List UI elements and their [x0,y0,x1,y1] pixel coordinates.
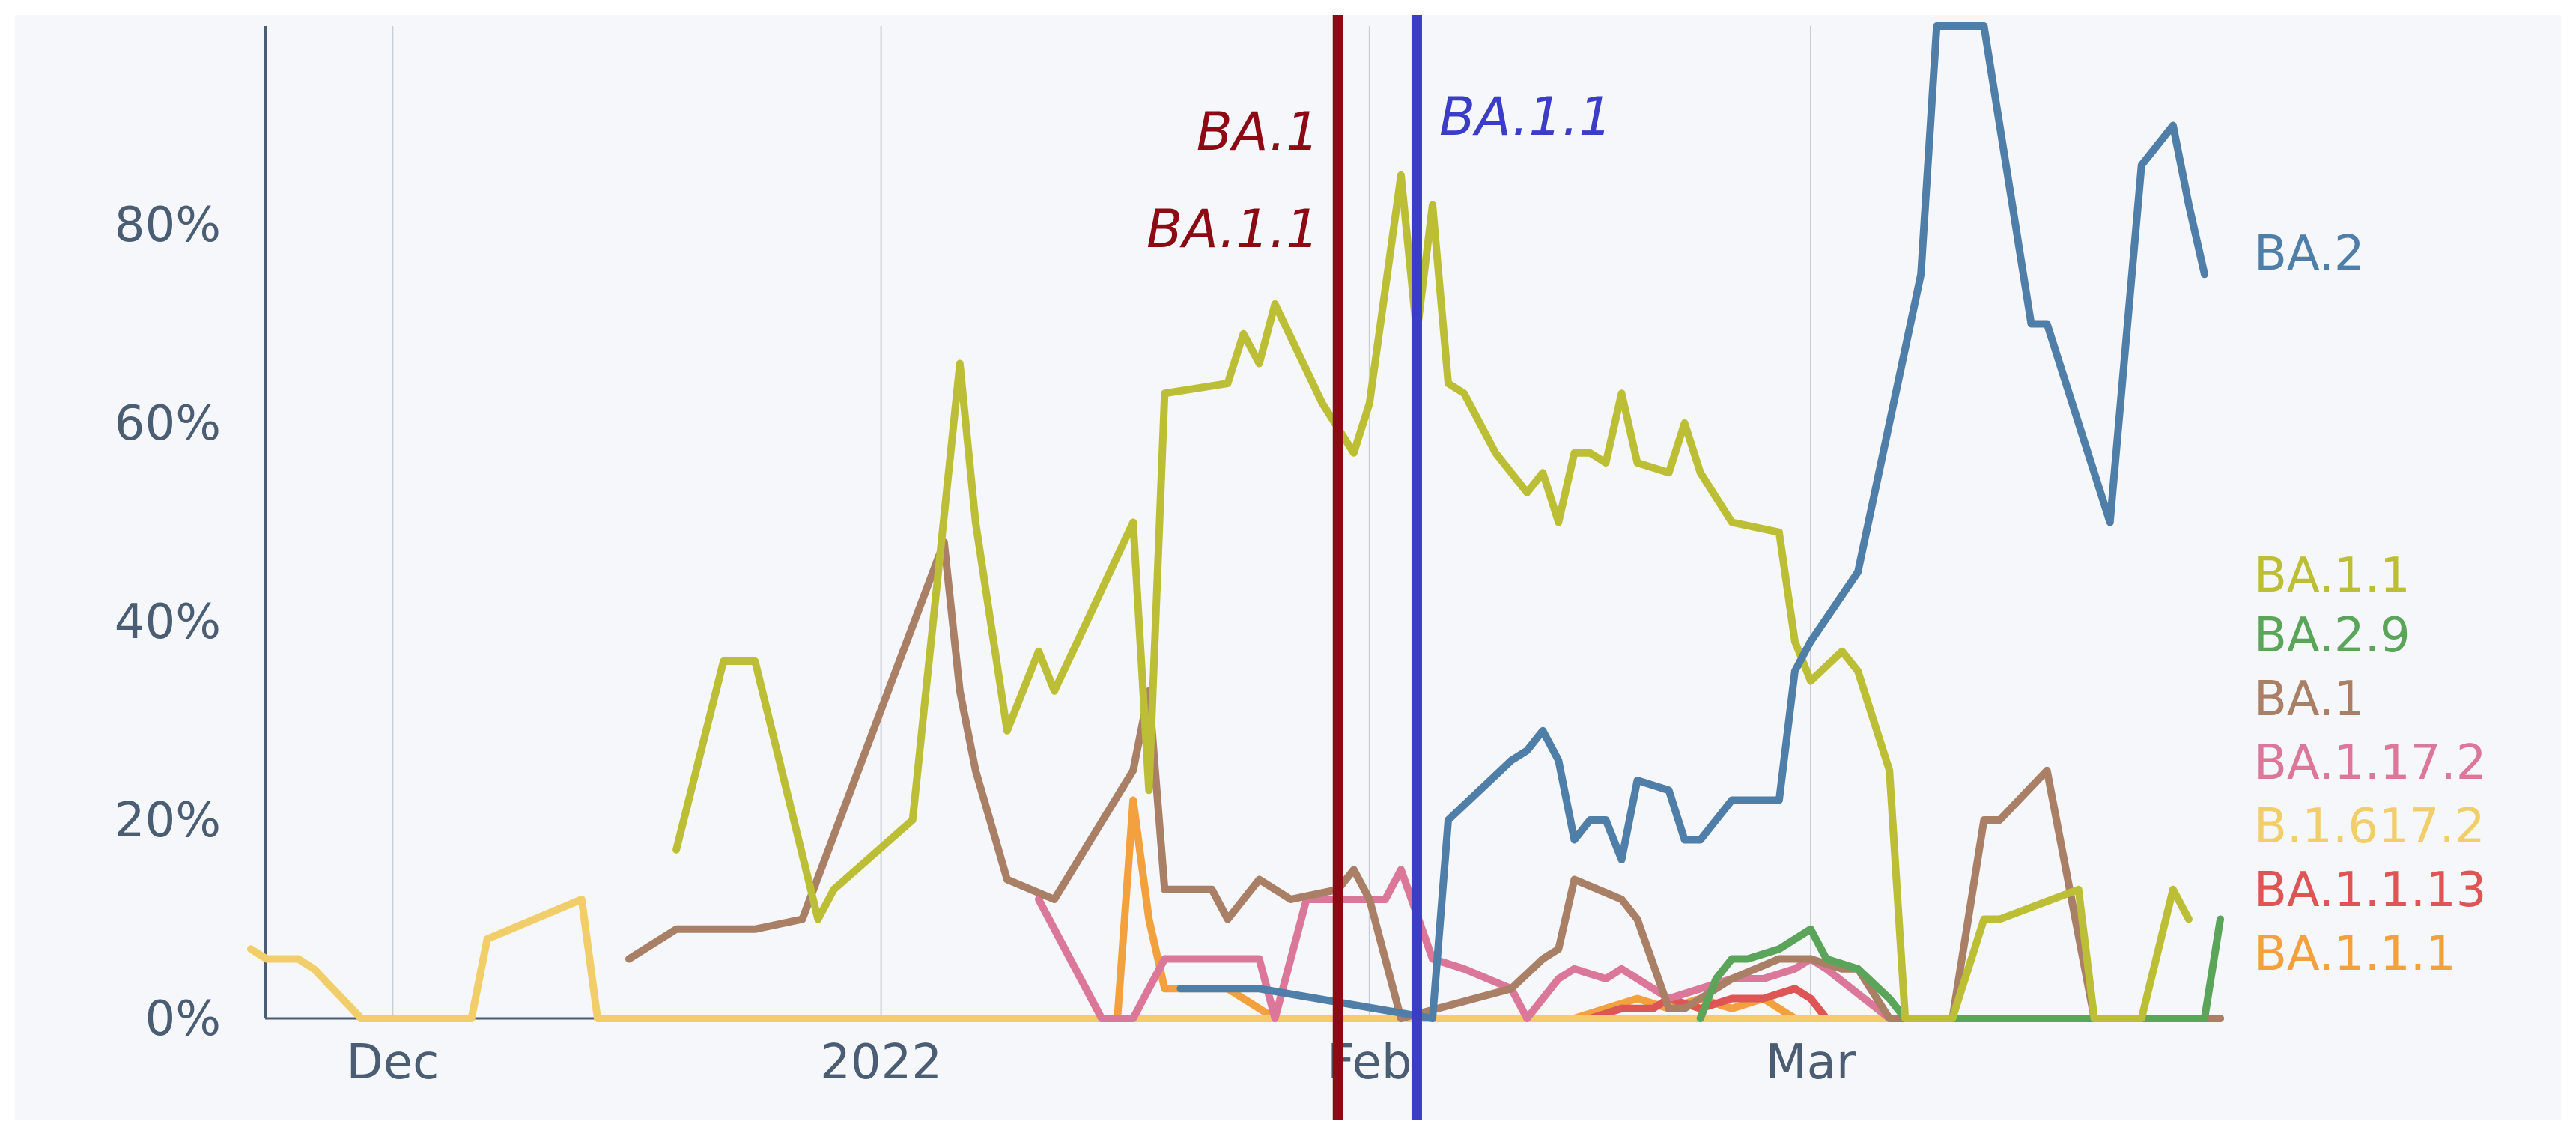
y-tick-label: 20% [115,793,221,848]
legend-label-ba-1-1: BA.1.1 [2254,548,2411,604]
legend-label-ba-2-9: BA.2.9 [2254,608,2411,663]
series-line-ba-1-17-2 [1035,866,2224,1022]
legend-label-b-1-617-2: B.1.617.2 [2254,799,2485,854]
y-tick-label: 40% [115,595,221,650]
series-lines [247,22,2224,1022]
reference-markers: BA.1 BA.1.1 BA.1.1 [1146,15,1612,1120]
series-line-ba-1-1-13 [1586,985,2224,1022]
x-tick-label: 2022 [820,1035,942,1090]
legend-label-ba-1-1-1: BA.1.1.1 [2254,926,2456,982]
plot-area-background [15,15,2561,1120]
series-line-ba-1-1 [672,171,2193,1022]
y-tick-label: 60% [115,396,221,452]
marker-label: BA.1.1 [1439,86,1612,148]
series-line-ba-1 [625,538,2224,1022]
marker-label: BA.1.1 [1146,198,1319,260]
legend-label-ba-1-1-13: BA.1.1.13 [2254,863,2486,918]
marker-label: BA.1 [1197,101,1319,162]
y-tick-label: 0% [145,991,221,1047]
legend: BA.2 BA.1.1BA.2.9 BA.1 BA.1.17.2 B.1.617.2 BA… [2254,226,2486,982]
series-line-ba-2 [1176,22,2208,1022]
legend-label-ba-1: BA.1 [2254,672,2365,727]
series-line-b-1-617-2 [247,896,2224,1022]
x-tick-label: Mar [1766,1035,1856,1090]
x-tick-label: Dec [346,1035,439,1090]
legend-label-ba-2: BA.2 [2254,226,2365,282]
vertical-gridlines [392,26,1811,1018]
y-tick-label: 80% [115,198,221,253]
legend-label-ba-1-17-2: BA.1.17.2 [2254,735,2486,791]
y-axis-ticks: 0% 20% 40% 60% 80% [115,198,221,1047]
